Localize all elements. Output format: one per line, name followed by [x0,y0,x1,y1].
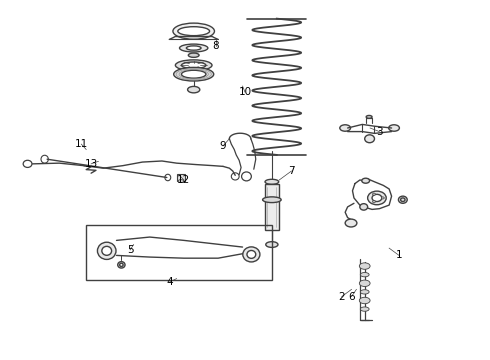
Ellipse shape [98,242,116,260]
Ellipse shape [118,262,125,268]
Ellipse shape [362,178,369,183]
Ellipse shape [372,194,382,202]
Ellipse shape [243,247,260,262]
Ellipse shape [366,116,372,118]
Ellipse shape [188,86,200,93]
Ellipse shape [186,46,201,50]
Bar [86,225,272,280]
Ellipse shape [360,290,369,294]
Text: 6: 6 [348,292,355,302]
Ellipse shape [345,219,357,227]
Text: 13: 13 [84,159,98,169]
Ellipse shape [173,23,215,39]
Ellipse shape [120,263,123,266]
Ellipse shape [389,125,399,131]
Ellipse shape [188,53,199,57]
Ellipse shape [178,180,184,183]
Ellipse shape [265,179,279,184]
Text: 2: 2 [339,292,345,302]
Text: 4: 4 [166,277,172,287]
Ellipse shape [181,62,206,68]
Text: 5: 5 [127,245,133,255]
Ellipse shape [360,307,369,311]
Ellipse shape [372,201,375,203]
Ellipse shape [372,193,375,195]
Text: 12: 12 [177,175,191,185]
Ellipse shape [360,204,368,210]
Text: 8: 8 [212,41,219,50]
Ellipse shape [181,70,206,78]
Text: 10: 10 [239,87,251,97]
Text: 1: 1 [395,250,402,260]
Ellipse shape [381,197,384,199]
Text: 3: 3 [376,127,383,136]
Ellipse shape [340,125,350,131]
Ellipse shape [266,242,278,247]
Ellipse shape [179,44,208,52]
Ellipse shape [175,60,212,71]
Ellipse shape [368,191,386,205]
Ellipse shape [178,27,210,36]
Bar [176,174,185,181]
Ellipse shape [263,197,281,203]
Ellipse shape [102,246,112,255]
Ellipse shape [359,297,370,304]
Text: 11: 11 [74,139,88,149]
Bar [265,184,279,230]
Ellipse shape [360,273,369,277]
Text: 7: 7 [288,166,294,176]
Ellipse shape [247,251,256,258]
Ellipse shape [398,196,407,203]
Ellipse shape [359,280,370,287]
Ellipse shape [359,263,370,269]
Text: 9: 9 [220,141,226,151]
Ellipse shape [365,135,374,143]
Ellipse shape [173,67,214,81]
